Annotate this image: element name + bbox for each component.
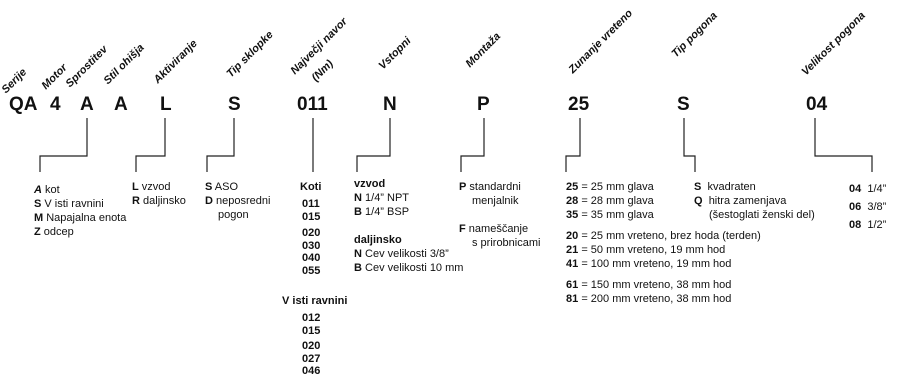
- navor-koti-values: 011 015 020 030 040 055: [302, 198, 321, 277]
- code-l: L: [160, 94, 172, 115]
- connector-sprostitev: [39, 118, 88, 172]
- connector-tip-sklopke: [206, 118, 235, 172]
- code-a-stil: A: [114, 94, 128, 115]
- code-n: N: [383, 94, 397, 115]
- connector-montaza: [460, 118, 485, 172]
- navor-isti-heading: V isti ravnini: [282, 295, 348, 307]
- connector-vstopni: [356, 118, 391, 172]
- code-04: 04: [806, 94, 828, 115]
- sprostitev-options: A kot S V isti ravnini M Napajalna enota…: [34, 184, 127, 238]
- connector-vreteno: [565, 118, 581, 172]
- code-s-pogon: S: [677, 94, 690, 115]
- code-a-sprostitev: A: [80, 94, 94, 115]
- code-p: P: [477, 94, 490, 115]
- navor-isti-values: 012 015 020 027 046: [302, 312, 321, 378]
- montaza-options: P standardni menjalnik F nameščanje s pr…: [459, 181, 541, 249]
- aktiviranje-options: L vzvod R daljinsko: [132, 181, 186, 207]
- code-25: 25: [568, 94, 590, 115]
- vreteno-options: 25 = 25 mm glava 28 = 28 mm glava 35 = 3…: [566, 181, 761, 305]
- code-4: 4: [50, 94, 61, 115]
- pogon-options: S kvadraten Q hitra zamenjava (šestoglat…: [694, 181, 815, 221]
- navor-koti-heading: Koti: [300, 181, 322, 193]
- code-s: S: [228, 94, 241, 115]
- connector-velikost: [814, 118, 873, 172]
- code-011: 011: [297, 94, 328, 115]
- vstopni-options: vzvod N 1/4” NPT B 1/4” BSP daljinsko N …: [354, 178, 464, 274]
- connector-pogon: [683, 118, 696, 172]
- code-qa: QA: [9, 94, 38, 115]
- velikost-options: 04 1/4” 06 3/8” 08 1/2”: [849, 183, 887, 231]
- tip-sklopke-options: S ASO D neposredni pogon: [205, 181, 271, 221]
- connector-aktiviranje: [135, 118, 166, 172]
